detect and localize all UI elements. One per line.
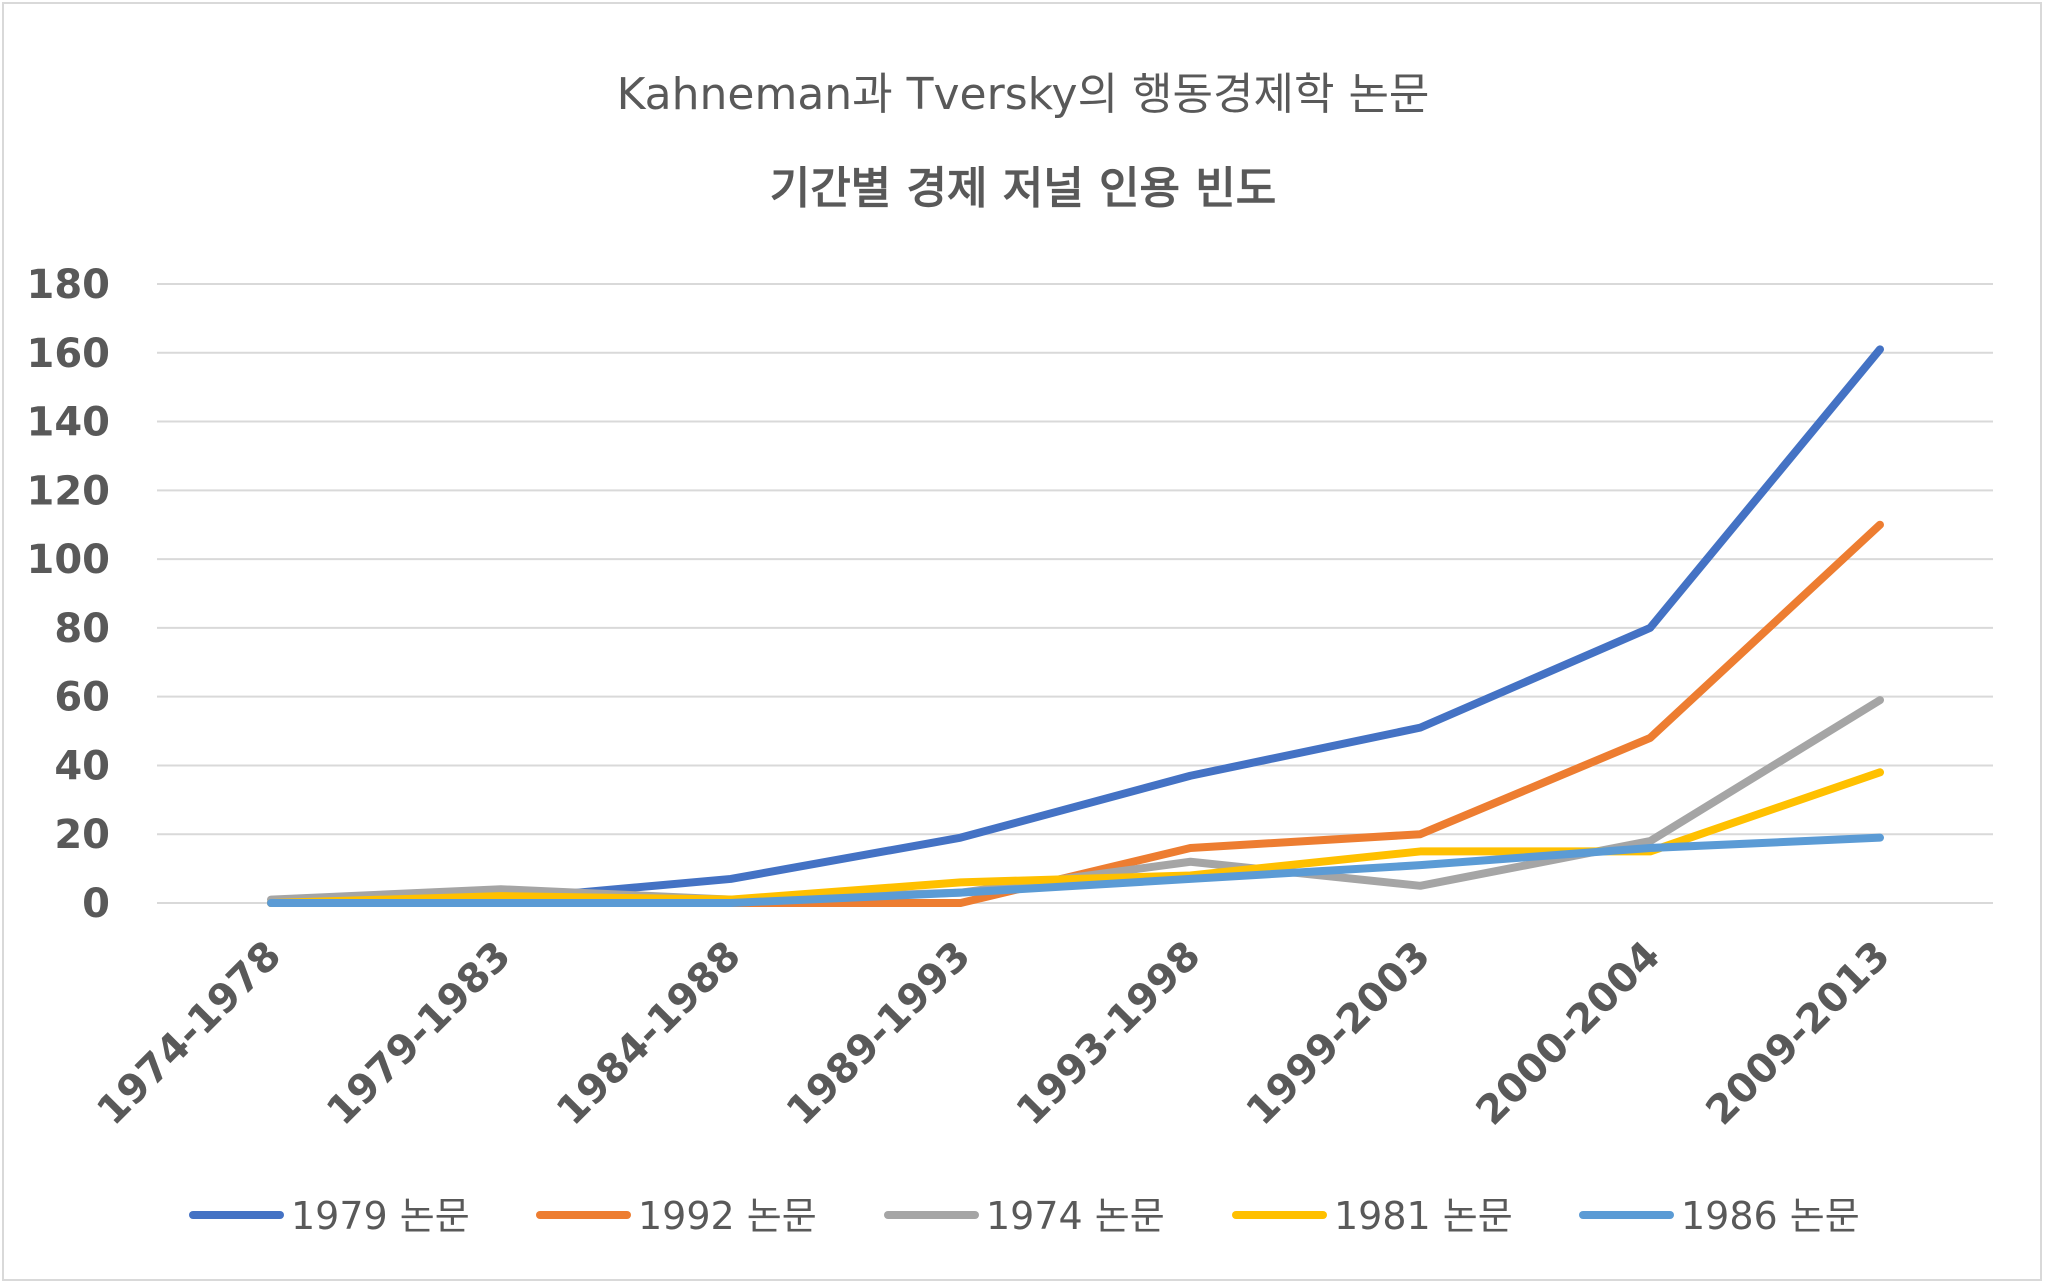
legend-label: 1981 논문 [1334, 1194, 1513, 1238]
x-tick-label: 1974-1978 [88, 933, 290, 1135]
x-axis-ticks: 1974-1978 1979-1983 1984-1988 1989-1993 1993… [88, 933, 1899, 1135]
legend-label: 1974 논문 [986, 1194, 1165, 1238]
legend-label: 1992 논문 [638, 1194, 817, 1238]
series-line-1 [267, 345, 1884, 907]
series-line-3 [267, 696, 1884, 904]
chart-title-line2: 기간별 경제 저널 인용 빈도 [769, 163, 1277, 214]
x-tick-label: 1989-1993 [778, 933, 980, 1135]
y-axis-ticks: 0 20 40 60 80 100 120 140 160 180 [27, 262, 111, 927]
series-line-5 [267, 833, 1884, 907]
y-tick-label: 120 [27, 468, 111, 514]
legend-label: 1986 논문 [1681, 1194, 1860, 1238]
x-tick-label: 2000-2004 [1468, 933, 1670, 1135]
x-tick-label: 2009-2013 [1697, 933, 1899, 1135]
y-tick-label: 100 [27, 537, 111, 583]
y-tick-label: 20 [54, 812, 110, 858]
x-tick-label: 1993-1998 [1008, 933, 1210, 1135]
y-tick-label: 160 [27, 331, 111, 377]
series-lines [267, 345, 1884, 907]
y-tick-label: 0 [82, 881, 110, 927]
y-tick-label: 40 [54, 743, 110, 789]
x-tick-label: 1979-1983 [318, 933, 520, 1135]
y-tick-label: 140 [27, 400, 111, 446]
x-tick-label: 1999-2003 [1238, 933, 1440, 1135]
legend: 1979 논문 1992 논문 1974 논문 1981 논문 1986 논문 [189, 1194, 1860, 1238]
chart-title-line1: Kahneman과 Tversky의 행동경제학 논문 [616, 69, 1430, 120]
y-tick-label: 80 [54, 606, 110, 652]
y-tick-label: 60 [54, 675, 110, 721]
gridlines [157, 283, 1993, 904]
y-tick-label: 180 [27, 262, 111, 308]
legend-label: 1979 논문 [291, 1194, 470, 1238]
x-tick-label: 1984-1988 [548, 933, 750, 1135]
